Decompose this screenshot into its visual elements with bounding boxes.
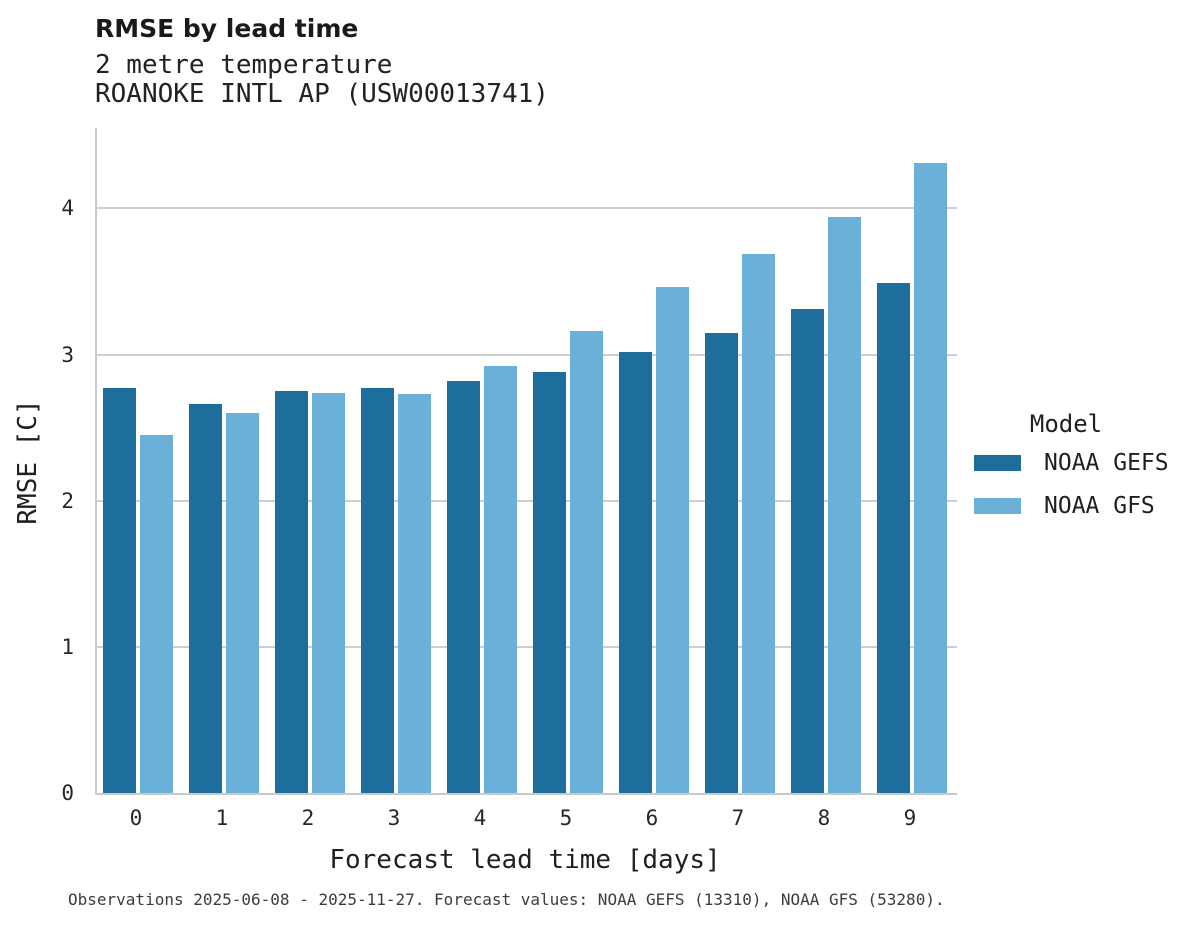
gridline-y-4 bbox=[97, 207, 957, 210]
x-tick-label-0: 0 bbox=[129, 806, 143, 830]
y-tick-label-1: 1 bbox=[61, 634, 74, 659]
bar-noaa-gfs-lead-6 bbox=[656, 287, 689, 793]
bar-noaa-gfs-lead-4 bbox=[484, 366, 517, 793]
x-tick-label-4: 4 bbox=[473, 806, 487, 830]
bar-noaa-gfs-lead-5 bbox=[570, 331, 603, 793]
bar-noaa-gfs-lead-7 bbox=[742, 253, 775, 793]
bar-noaa-gefs-lead-5 bbox=[533, 372, 566, 793]
bar-noaa-gefs-lead-2 bbox=[275, 391, 308, 793]
bar-noaa-gfs-lead-3 bbox=[398, 394, 431, 793]
bar-noaa-gfs-lead-8 bbox=[828, 217, 861, 793]
bar-noaa-gefs-lead-8 bbox=[791, 309, 824, 793]
gridline-y-1 bbox=[97, 645, 957, 648]
gridline-y-3 bbox=[97, 353, 957, 356]
x-axis-label: Forecast lead time [days] bbox=[329, 845, 721, 875]
x-tick-label-7: 7 bbox=[731, 806, 745, 830]
legend-title: Model bbox=[1029, 410, 1103, 438]
bar-noaa-gefs-lead-4 bbox=[447, 380, 480, 793]
bar-noaa-gefs-lead-0 bbox=[103, 388, 136, 793]
x-tick-label-2: 2 bbox=[301, 806, 315, 830]
bar-noaa-gefs-lead-6 bbox=[619, 351, 652, 793]
bar-noaa-gfs-lead-2 bbox=[312, 392, 345, 793]
legend-swatch-icon bbox=[974, 455, 1021, 471]
legend-item-label: NOAA GFS bbox=[1044, 493, 1155, 519]
chart-subtitle-variable: 2 metre temperature bbox=[95, 50, 393, 80]
bar-noaa-gefs-lead-3 bbox=[361, 388, 394, 793]
bar-noaa-gefs-lead-9 bbox=[877, 282, 910, 793]
y-tick-label-4: 4 bbox=[61, 196, 74, 221]
legend-item-label: NOAA GEFS bbox=[1044, 450, 1169, 476]
bar-noaa-gfs-lead-1 bbox=[226, 413, 259, 793]
bar-noaa-gfs-lead-0 bbox=[140, 434, 173, 793]
legend-item-noaa-gfs: NOAA GFS bbox=[974, 493, 1190, 519]
y-tick-label-3: 3 bbox=[61, 342, 74, 367]
chart-subtitle-station: ROANOKE INTL AP (USW00013741) bbox=[95, 79, 549, 109]
caption: Observations 2025-06-08 - 2025-11-27. Fo… bbox=[68, 890, 945, 909]
x-tick-label-9: 9 bbox=[903, 806, 917, 830]
x-tick-label-5: 5 bbox=[559, 806, 573, 830]
legend-item-noaa-gefs: NOAA GEFS bbox=[974, 450, 1190, 476]
plot-area bbox=[95, 128, 957, 795]
x-tick-label-3: 3 bbox=[387, 806, 401, 830]
y-tick-label-2: 2 bbox=[61, 488, 74, 513]
bar-noaa-gefs-lead-7 bbox=[705, 332, 738, 793]
gridline-y-2 bbox=[97, 499, 957, 502]
x-tick-label-6: 6 bbox=[645, 806, 659, 830]
bar-noaa-gfs-lead-9 bbox=[914, 163, 947, 793]
y-tick-label-0: 0 bbox=[61, 781, 74, 805]
chart-title: RMSE by lead time bbox=[95, 14, 359, 43]
bar-noaa-gefs-lead-1 bbox=[189, 404, 222, 793]
legend: Model NOAA GEFS NOAA GFS bbox=[960, 410, 1190, 536]
x-tick-label-8: 8 bbox=[817, 806, 831, 830]
x-tick-label-1: 1 bbox=[215, 806, 229, 830]
legend-swatch-icon bbox=[974, 498, 1021, 514]
